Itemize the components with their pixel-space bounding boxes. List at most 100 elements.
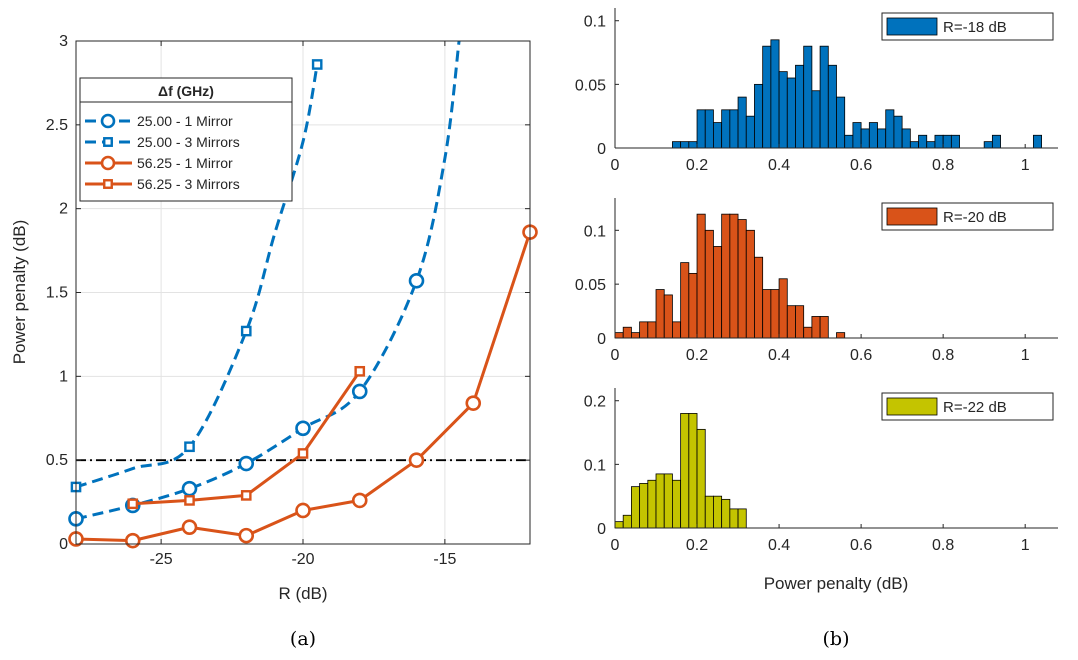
histogram-bar [622,514,632,529]
histogram-bar [672,479,682,529]
histogram-bar [688,272,698,339]
histogram-bar [721,498,731,529]
histogram-bar [786,77,796,149]
histogram-bar [918,134,928,149]
histogram-bar [704,229,714,339]
x-axis-label-b: Power penalty (dB) [764,574,909,593]
histogram-bar [885,109,895,149]
line-chart-panel-a: -25 -20 -15 0 0.5 1 1.5 2 2.5 3 R (dB) Power pena… [10,33,538,650]
tick-label-y: 0.05 [575,277,606,294]
histogram-bar [836,96,846,149]
histogram-bar [811,90,821,149]
histogram-bar [827,64,837,149]
histogram-bar [737,508,747,529]
histogram-bar [655,473,665,529]
histogram-1: 0 0.2 0.4 0.6 0.8 1 0 0.05 0.1 R=-18 dB [575,8,1058,174]
series-56-25-3-mirrors [127,365,366,510]
histogram-bar [778,278,788,339]
histogram-bar [721,213,731,339]
histogram-3: 0 0.2 0.4 0.6 0.8 1 0 0.1 0.2 R=-22 dB [584,388,1058,554]
histogram-panel-b: 0 0.2 0.4 0.6 0.8 1 0 0.05 0.1 R=-18 dB 0 0.2 0.4 0.6… [575,8,1058,554]
histogram-bar [770,39,780,149]
histogram-bar [704,109,714,149]
histogram-bar [803,326,813,339]
data-point [184,495,195,506]
histogram-bar [852,122,862,149]
legend-label: 25.00 - 1 Mirror [137,113,233,129]
histogram-bar [704,495,714,529]
histogram-bar [762,289,772,339]
data-point [408,272,425,289]
histogram-bar [770,289,780,339]
tick-label-x: 1 [1021,157,1030,174]
histogram-bar [672,321,682,339]
legend-swatch [886,397,938,416]
data-point [124,532,141,549]
caption-a: (a) [290,628,316,650]
legend-swatch [886,17,938,36]
histogram-bar [713,495,723,529]
data-point [127,498,139,510]
histogram-bar [942,134,952,149]
histogram-bar [672,141,682,149]
histogram-bar [860,128,870,149]
histogram-bar [762,45,772,149]
tick-label-y: 0.1 [584,223,606,240]
tick-label-y: 0 [597,141,606,158]
histogram-bar [713,246,723,339]
tick-label-y: 0 [597,521,606,538]
x-axis-label: R (dB) [278,584,327,603]
legend-item: 25.00 - 3 Mirrors [85,134,240,150]
histogram-bar [795,305,805,339]
legend-swatch-marker [103,179,113,189]
legend: Δf (GHz) 25.00 - 1 Mirror 25.00 - 3 Mirro… [79,77,293,202]
legend: R=-20 dB [881,202,1054,231]
legend-swatch-marker [100,113,116,129]
histogram-bar [614,521,624,529]
histogram-bar [622,326,632,339]
histogram-bar [680,413,690,529]
legend-label: R=-22 dB [943,399,1007,416]
histogram-bar [786,305,796,339]
histogram-bar [844,134,854,149]
tick-label-x: 1 [1021,537,1030,554]
data-point [465,395,482,411]
histogram-bar [754,256,764,339]
legend-item: 56.25 - 1 Mirror [85,155,233,171]
data-point [295,420,311,437]
histogram-bar [909,141,919,149]
histogram-bar [663,294,673,339]
legend-title: Δf (GHz) [158,83,214,99]
data-point [311,59,323,70]
histogram-bar [737,219,747,339]
legend-label: 25.00 - 3 Mirrors [137,134,240,150]
histogram-bar [983,141,993,149]
tick-label-y: 0 [597,331,606,348]
histogram-bar [737,96,747,149]
histogram-bar [795,64,805,149]
histogram-bar [680,141,690,149]
tick-label-x: 0.4 [768,537,790,554]
histogram-bar [688,141,698,149]
legend-items: 25.00 - 1 Mirror 25.00 - 3 Mirrors 56.25 -… [85,113,240,192]
data-point [238,527,255,544]
histogram-bar [614,332,624,339]
histogram-bar [803,45,813,149]
data-point [354,365,366,377]
legend-item: 25.00 - 1 Mirror [85,113,233,129]
data-point [351,492,368,509]
data-point [240,325,252,337]
histogram-bar [745,115,755,149]
series-line [132,370,361,506]
tick-label-x: -25 [150,551,173,568]
tick-label-y: 2 [59,201,68,218]
tick-label-x: 0.6 [850,157,872,174]
data-point [351,383,368,400]
histogram-bar [868,122,878,149]
histogram-bar [639,483,649,529]
tick-label-x: 0.8 [932,157,954,174]
histogram-bar [926,141,936,149]
legend-swatch [886,207,938,226]
legend-swatch-marker [100,155,116,171]
